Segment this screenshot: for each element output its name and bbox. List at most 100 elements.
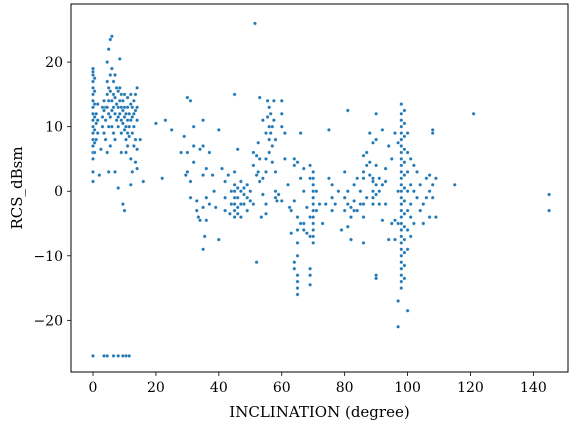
data-point <box>92 102 97 106</box>
data-point <box>198 218 202 223</box>
data-point <box>102 108 106 113</box>
data-point <box>377 189 382 194</box>
y-tick-label: 0 <box>54 184 63 200</box>
data-point <box>91 98 95 103</box>
data-point <box>402 160 407 165</box>
data-point <box>105 79 110 84</box>
data-point <box>91 66 95 71</box>
y-axis-ticks: −20 −10 0 10 20 <box>33 55 71 329</box>
data-point <box>119 118 124 123</box>
data-point <box>169 128 174 132</box>
data-point <box>399 215 404 219</box>
data-point <box>108 115 113 119</box>
data-point <box>396 140 400 145</box>
data-point <box>185 170 190 174</box>
data-point <box>342 208 347 213</box>
data-point <box>121 202 125 206</box>
data-point <box>408 234 413 239</box>
data-point <box>399 124 404 129</box>
x-tick-label: 0 <box>89 380 98 396</box>
data-point <box>292 199 297 203</box>
data-point <box>121 354 125 358</box>
data-point <box>301 228 306 232</box>
data-point <box>399 241 404 245</box>
data-point <box>361 202 366 206</box>
data-point <box>295 286 300 290</box>
data-point <box>235 147 240 152</box>
data-point <box>311 189 316 194</box>
data-point <box>91 105 95 110</box>
data-point <box>91 157 95 161</box>
data-point <box>374 182 378 187</box>
data-point <box>254 173 259 177</box>
data-point <box>330 195 334 200</box>
data-point <box>311 221 316 226</box>
data-point <box>374 276 378 281</box>
data-point <box>389 221 394 226</box>
data-point <box>270 144 275 148</box>
data-point <box>399 247 404 252</box>
data-point <box>308 266 312 271</box>
data-point <box>399 137 404 142</box>
data-point <box>95 102 100 106</box>
data-point <box>232 215 237 219</box>
data-point <box>367 160 372 165</box>
data-point <box>191 124 196 129</box>
data-point <box>399 111 404 116</box>
data-point <box>383 179 388 184</box>
data-point <box>110 124 114 129</box>
data-point <box>399 253 404 258</box>
data-point <box>251 163 256 168</box>
data-point <box>160 176 165 181</box>
data-point <box>295 273 300 278</box>
y-tick-label: −10 <box>33 249 63 265</box>
data-point <box>402 134 407 139</box>
data-point <box>191 160 196 165</box>
data-point <box>239 179 243 184</box>
data-point <box>276 192 281 197</box>
data-point <box>402 199 407 203</box>
data-point <box>245 195 250 200</box>
data-point <box>232 189 237 194</box>
data-point <box>308 234 312 239</box>
data-points <box>91 21 551 358</box>
data-point <box>415 170 419 174</box>
data-point <box>311 202 316 206</box>
data-point <box>133 92 138 97</box>
data-point <box>132 144 136 148</box>
data-point <box>267 124 272 129</box>
data-point <box>311 234 316 239</box>
data-point <box>201 144 205 148</box>
data-point <box>251 150 256 155</box>
data-point <box>226 173 231 177</box>
y-tick-label: 10 <box>45 120 63 136</box>
data-point <box>273 137 278 142</box>
data-point <box>223 195 227 200</box>
data-point <box>133 137 138 142</box>
data-point <box>132 124 136 129</box>
data-point <box>358 202 363 206</box>
data-point <box>374 273 378 278</box>
data-point <box>102 131 106 135</box>
data-point <box>418 182 423 187</box>
data-point <box>128 182 133 187</box>
data-point <box>196 215 201 219</box>
data-point <box>267 105 272 110</box>
data-point <box>412 189 416 194</box>
data-point <box>116 115 121 119</box>
data-point <box>116 186 121 190</box>
data-point <box>130 131 135 135</box>
data-point <box>452 182 457 187</box>
data-point <box>345 202 350 206</box>
data-point <box>272 118 276 123</box>
data-point <box>124 150 128 155</box>
data-point <box>117 98 122 103</box>
data-point <box>133 160 138 165</box>
data-point <box>204 166 209 171</box>
data-point <box>124 124 128 129</box>
data-point <box>119 92 124 97</box>
data-point <box>352 199 356 203</box>
data-point <box>91 118 95 123</box>
data-point <box>264 211 268 216</box>
data-point <box>408 182 413 187</box>
